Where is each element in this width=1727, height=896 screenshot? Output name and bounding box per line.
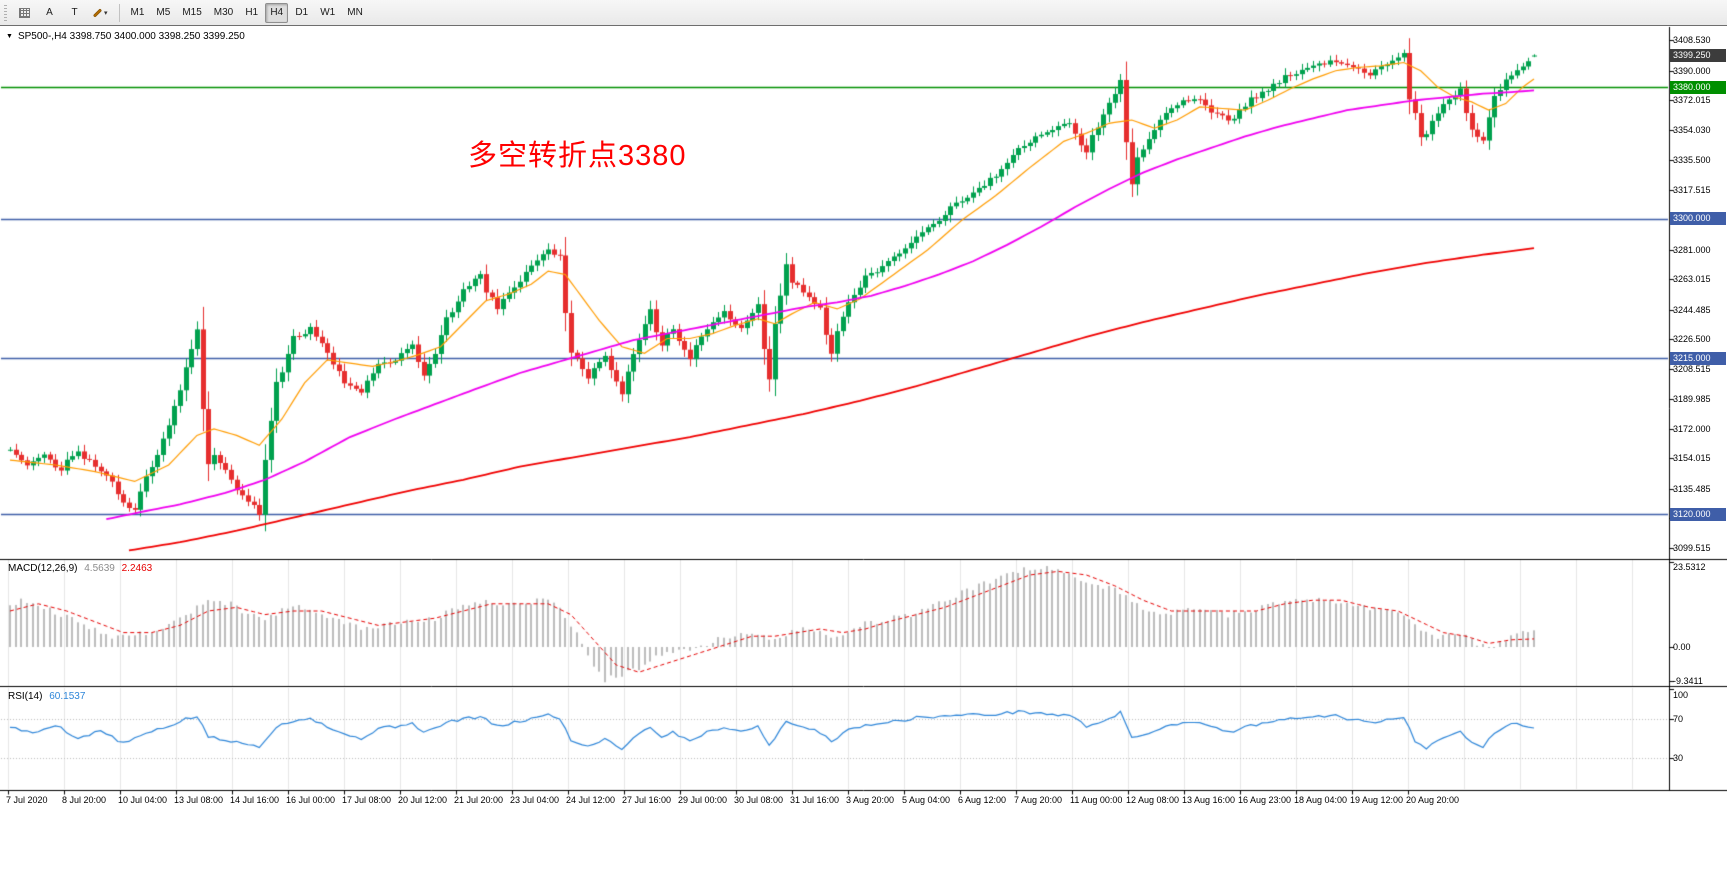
timeframe-button-h1[interactable]: H1 xyxy=(245,7,259,18)
timeframe-button-m15[interactable]: M15 xyxy=(182,7,202,18)
text-label-a-tool-button[interactable]: A xyxy=(46,7,53,18)
timeframe-button-mn[interactable]: MN xyxy=(347,7,363,18)
macd-label-name: MACD(12,26,9) xyxy=(8,563,78,574)
grid-tool-button[interactable] xyxy=(13,3,36,23)
pencil-icon xyxy=(93,8,102,17)
toolbar-grip[interactable] xyxy=(4,4,7,21)
timeframe-toolbar: M1 M5 M15 M30 H1 H4 D1 W1 MN xyxy=(126,2,368,23)
time-scale-region[interactable] xyxy=(0,791,1727,812)
timeframe-button-m1[interactable]: M1 xyxy=(130,7,145,18)
chevron-down-icon: ▾ xyxy=(104,9,108,17)
macd-value-main: 4.5639 xyxy=(84,563,115,574)
price-scale-region[interactable] xyxy=(1669,27,1727,790)
pencil-tool-button[interactable]: ▾ xyxy=(88,3,113,23)
chart-annotation-text[interactable]: 多空转折点3380 xyxy=(468,140,687,172)
macd-indicator-label: MACD(12,26,9) 4.5639 2.2463 xyxy=(8,563,156,574)
timeframe-button-m5[interactable]: M5 xyxy=(156,7,171,18)
timeframe-button-w1[interactable]: W1 xyxy=(320,7,336,18)
macd-value-signal: 2.2463 xyxy=(121,563,153,574)
toolbar-separator xyxy=(118,3,120,22)
grid-icon xyxy=(19,7,30,18)
annotation-tool-group: A T ▾ xyxy=(13,3,113,23)
rsi-indicator-label: RSI(14) 60.1537 xyxy=(8,691,89,702)
chart-toolbar: A T ▾ M1 M5 M15 M30 H1 H4 D1 W1 MN xyxy=(0,0,1727,26)
symbol-header: ▼ SP500-,H4 3398.750 3400.000 3398.250 3… xyxy=(6,31,245,42)
collapse-chevron-icon[interactable]: ▼ xyxy=(6,32,13,40)
timeframe-button-h4[interactable]: H4 xyxy=(265,2,289,23)
timeframe-button-d1[interactable]: D1 xyxy=(295,7,309,18)
rsi-value: 60.1537 xyxy=(49,691,86,702)
rsi-label-name: RSI(14) xyxy=(8,691,43,702)
symbol-ohlc-text: SP500-,H4 3398.750 3400.000 3398.250 339… xyxy=(17,31,245,42)
text-label-t-tool-button[interactable]: T xyxy=(71,7,78,18)
timeframe-button-m30[interactable]: M30 xyxy=(213,7,234,18)
